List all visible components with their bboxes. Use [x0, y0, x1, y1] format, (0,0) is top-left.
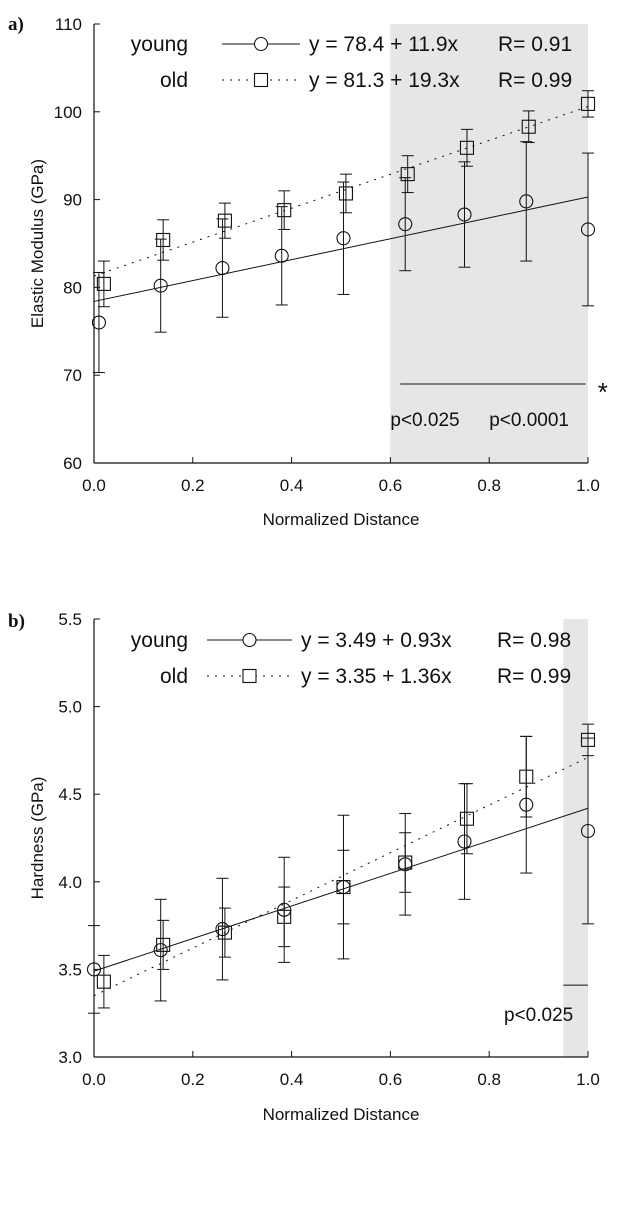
- legend-entry-old: old y = 81.3 + 19.3x R= 0.99: [160, 69, 572, 92]
- data-point-square: [217, 925, 232, 940]
- legend-r-value: R= 0.98: [497, 629, 571, 652]
- x-tick-label: 0.4: [280, 1070, 304, 1089]
- legend-marker-square: [253, 72, 269, 88]
- data-point-circle: [457, 207, 472, 222]
- data-point-circle: [153, 943, 168, 958]
- data-point-circle: [215, 261, 230, 276]
- x-tick-label: 0.2: [181, 1070, 205, 1089]
- data-point-circle: [398, 217, 413, 232]
- legend-name: young: [131, 629, 188, 652]
- data-point-square: [580, 732, 596, 747]
- y-tick-label: 4.5: [58, 785, 82, 804]
- legend-entry-old: old y = 3.35 + 1.36x R= 0.99: [160, 665, 571, 688]
- x-tick-label: 1.0: [576, 476, 600, 495]
- legend-name: old: [160, 69, 188, 92]
- panel-label: a): [8, 14, 24, 35]
- x-tick-label: 0.0: [82, 476, 106, 495]
- x-axis-label: Normalized Distance: [263, 510, 420, 529]
- fit-line-old: [93, 756, 589, 997]
- y-tick-label: 5.0: [58, 698, 82, 717]
- data-point-square: [277, 909, 292, 924]
- panel-label: b): [8, 611, 25, 632]
- data-point-square: [580, 96, 596, 111]
- data-point-square: [398, 855, 413, 870]
- series-young: [86, 735, 596, 1014]
- x-tick-label: 0.8: [477, 1070, 501, 1089]
- shaded-region: [390, 24, 588, 463]
- shaded-region: [563, 619, 588, 1057]
- y-tick-label: 70: [63, 366, 82, 385]
- legend-name: young: [131, 33, 188, 56]
- x-tick-label: 0.8: [477, 476, 501, 495]
- series-old: [96, 90, 596, 308]
- y-tick-label: 90: [63, 191, 82, 210]
- data-point-square: [96, 974, 111, 989]
- significance-star: *: [598, 377, 608, 407]
- p-value-label: p<0.025: [504, 1005, 573, 1026]
- legend-r-value: R= 0.99: [498, 69, 572, 92]
- legend-name: old: [160, 665, 188, 688]
- legend-marker-square: [242, 668, 257, 684]
- legend-entry-young: young y = 78.4 + 11.9x R= 0.91: [131, 33, 572, 56]
- data-point-circle: [457, 834, 472, 849]
- data-point-square: [336, 880, 351, 895]
- data-point-circle: [215, 922, 230, 937]
- x-tick-label: 0.2: [181, 476, 205, 495]
- series-old: [96, 723, 596, 1009]
- y-tick-label: 80: [63, 278, 82, 297]
- p-value-label: p<0.025: [390, 410, 459, 431]
- data-point-square: [400, 167, 415, 182]
- legend-equation: y = 81.3 + 19.3x: [309, 69, 460, 92]
- data-point-circle: [580, 222, 596, 237]
- data-point-circle: [91, 315, 106, 330]
- data-point-circle: [580, 823, 596, 839]
- data-point-square: [277, 203, 292, 218]
- x-tick-label: 0.4: [280, 476, 304, 495]
- legend-marker-circle: [253, 36, 269, 52]
- data-point-square: [156, 232, 171, 248]
- chart-panel-a: 60 70 80 90 100 110 0.0 0.2 0.4 0.6 0.8 1.0 Normaliz…: [8, 14, 608, 529]
- fit-line-young: [93, 196, 589, 302]
- data-point-square: [519, 769, 534, 784]
- legend-marker-circle: [242, 632, 257, 648]
- x-tick-label: 0.0: [82, 1070, 106, 1089]
- y-tick-label: 3.5: [58, 960, 82, 979]
- x-tick-label: 1.0: [576, 1070, 600, 1089]
- legend-r-value: R= 0.91: [498, 33, 572, 56]
- y-tick-label: 110: [55, 15, 82, 34]
- data-point-circle: [336, 231, 351, 246]
- data-point-square: [459, 140, 475, 155]
- data-point-square: [521, 119, 536, 134]
- data-point-square: [217, 213, 232, 228]
- data-point-circle: [519, 194, 534, 209]
- legend-equation: y = 3.49 + 0.93x: [301, 629, 452, 652]
- p-value-label: p<0.0001: [489, 410, 569, 431]
- y-tick-label: 5.5: [58, 610, 82, 629]
- series-young: [91, 141, 596, 374]
- x-tick-label: 0.6: [379, 1070, 403, 1089]
- data-point-circle: [153, 278, 168, 293]
- legend-r-value: R= 0.99: [497, 665, 571, 688]
- legend-equation: y = 78.4 + 11.9x: [309, 33, 459, 56]
- data-point-square: [338, 186, 353, 201]
- y-tick-label: 100: [54, 103, 82, 122]
- y-tick-label: 3.0: [58, 1048, 82, 1067]
- y-axis-label: Hardness (GPa): [28, 777, 47, 900]
- y-tick-label: 60: [63, 454, 82, 473]
- legend-equation: y = 3.35 + 1.36x: [301, 665, 452, 688]
- chart-panel-b: 3.0 3.5 4.0 4.5 5.0 5.5 0.0 0.2 0.4 0.6 0.8 1.0 Norm…: [8, 610, 600, 1124]
- data-point-circle: [86, 962, 102, 977]
- fit-line-young: [93, 807, 589, 972]
- x-axis-label: Normalized Distance: [263, 1105, 420, 1124]
- x-tick-label: 0.6: [379, 476, 403, 495]
- data-point-square: [96, 276, 111, 291]
- y-tick-label: 4.0: [58, 873, 82, 892]
- legend-entry-young: young y = 3.49 + 0.93x R= 0.98: [131, 629, 571, 652]
- data-point-square: [459, 811, 475, 826]
- data-point-circle: [274, 248, 289, 263]
- data-point-square: [156, 937, 171, 952]
- y-axis-label: Elastic Modulus (GPa): [28, 159, 47, 328]
